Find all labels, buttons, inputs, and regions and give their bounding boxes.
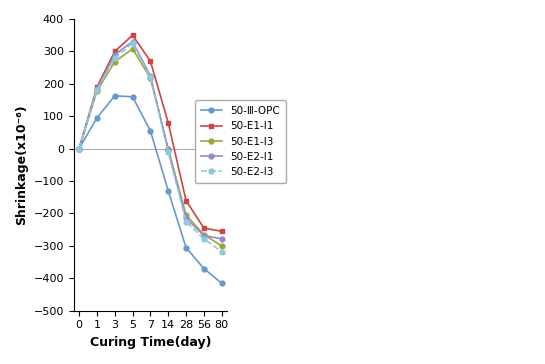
50-E1-I1: [112, 49, 118, 54]
50-Ⅲ-OPC: [129, 95, 136, 99]
Line: 50-E1-I1: 50-E1-I1: [77, 33, 224, 234]
50-E2-I3: [112, 56, 118, 60]
50-E1-I1: [147, 59, 154, 63]
50-E2-I3: [147, 75, 154, 79]
50-E1-I3: [183, 213, 189, 217]
50-Ⅲ-OPC: [147, 128, 154, 133]
50-E1-I1: [165, 120, 172, 125]
X-axis label: Curing Time(day): Curing Time(day): [89, 336, 211, 349]
50-Ⅲ-OPC: [201, 266, 207, 271]
50-E1-I1: [94, 85, 100, 89]
50-Ⅲ-OPC: [165, 189, 172, 193]
50-E1-I3: [165, 146, 172, 151]
50-Ⅲ-OPC: [183, 245, 189, 250]
50-E1-I3: [112, 60, 118, 64]
50-E2-I1: [112, 52, 118, 57]
50-E1-I1: [129, 33, 136, 37]
50-E2-I1: [94, 87, 100, 91]
50-E2-I3: [129, 41, 136, 46]
50-E2-I3: [94, 87, 100, 92]
50-E2-I1: [147, 74, 154, 78]
50-E1-I1: [183, 198, 189, 203]
50-E2-I1: [201, 233, 207, 238]
50-E2-I3: [165, 150, 172, 154]
50-E1-I1: [219, 229, 225, 233]
50-E2-I3: [183, 219, 189, 224]
50-E2-I1: [183, 216, 189, 221]
50-E2-I3: [201, 237, 207, 241]
50-Ⅲ-OPC: [112, 94, 118, 98]
Y-axis label: Shrinkage(x10⁻⁶): Shrinkage(x10⁻⁶): [15, 104, 28, 225]
50-Ⅲ-OPC: [219, 281, 225, 285]
50-E2-I3: [76, 146, 82, 151]
50-E2-I1: [76, 146, 82, 151]
50-Ⅲ-OPC: [76, 146, 82, 151]
Line: 50-E2-I3: 50-E2-I3: [77, 41, 224, 254]
50-E2-I1: [165, 148, 172, 153]
50-E2-I3: [219, 250, 225, 254]
Legend: 50-Ⅲ-OPC, 50-E1-I1, 50-E1-I3, 50-E2-I1, 50-E2-I3: 50-Ⅲ-OPC, 50-E1-I1, 50-E1-I3, 50-E2-I1, …: [195, 100, 286, 183]
50-Ⅲ-OPC: [94, 116, 100, 120]
50-E1-I1: [76, 146, 82, 151]
Line: 50-E1-I3: 50-E1-I3: [77, 46, 224, 248]
50-E1-I3: [201, 232, 207, 237]
50-E2-I1: [219, 237, 225, 241]
Line: 50-E2-I1: 50-E2-I1: [77, 39, 224, 241]
50-E1-I3: [76, 146, 82, 151]
Line: 50-Ⅲ-OPC: 50-Ⅲ-OPC: [77, 94, 224, 286]
50-E1-I3: [94, 89, 100, 93]
50-E1-I3: [147, 76, 154, 80]
50-E2-I1: [129, 40, 136, 44]
50-E1-I3: [129, 47, 136, 51]
50-E1-I1: [201, 226, 207, 230]
50-E1-I3: [219, 244, 225, 248]
